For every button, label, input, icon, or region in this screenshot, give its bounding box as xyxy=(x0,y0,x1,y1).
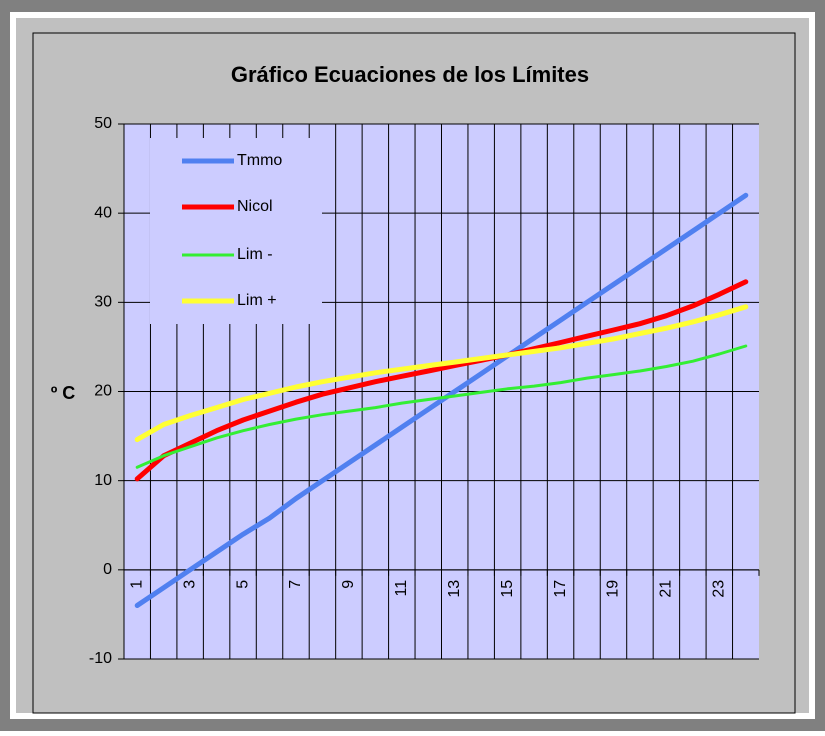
legend-label: Tmmo xyxy=(237,152,282,169)
legend-label: Nicol xyxy=(237,198,273,215)
series-line xyxy=(134,192,749,608)
legend-box xyxy=(150,138,322,324)
x-tick-label: 3 xyxy=(181,580,198,589)
series-line xyxy=(134,304,749,443)
series-line xyxy=(134,279,749,482)
x-tick-label: 9 xyxy=(340,580,357,589)
series-line xyxy=(135,344,748,469)
x-tick-label: 23 xyxy=(711,580,728,598)
chart-title: Gráfico Ecuaciones de los Límites xyxy=(231,62,589,87)
legend: Tmmo Nicol Lim - Lim + xyxy=(150,138,322,324)
y-tick-label: 40 xyxy=(94,204,112,221)
y-tick-label: 30 xyxy=(94,294,112,311)
y-tick-label: -10 xyxy=(89,650,112,667)
y-tick-label: 50 xyxy=(94,115,112,132)
x-tick-label: 19 xyxy=(605,580,622,598)
legend-label: Lim - xyxy=(237,246,273,263)
y-axis-label: º C xyxy=(51,383,76,403)
x-tick-label: 13 xyxy=(446,580,463,598)
x-tick-label: 15 xyxy=(499,580,516,598)
lines xyxy=(134,192,749,608)
y-tick-label: 0 xyxy=(103,561,112,578)
x-tick-label: 1 xyxy=(128,580,145,589)
x-tick-label: 7 xyxy=(287,580,304,589)
x-tick-label: 21 xyxy=(658,580,675,598)
legend-label: Lim + xyxy=(237,292,277,309)
x-tick-label: 11 xyxy=(393,580,410,597)
y-tick-label: 20 xyxy=(94,383,112,400)
x-tick-label: 17 xyxy=(552,580,569,598)
y-tick-label: 10 xyxy=(94,472,112,489)
x-tick-label: 5 xyxy=(234,580,251,589)
